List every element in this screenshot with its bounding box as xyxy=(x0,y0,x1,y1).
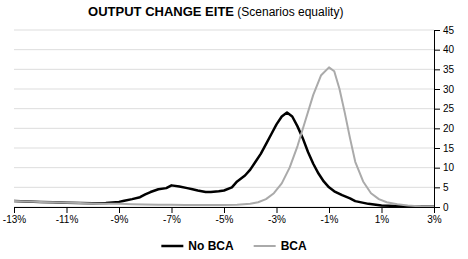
x-tick-mark xyxy=(172,207,173,213)
y-axis-line xyxy=(435,31,441,208)
y-tick-mark xyxy=(434,207,440,208)
x-tick-mark xyxy=(329,207,330,213)
y-tick: 5 xyxy=(434,182,449,193)
y-tick-mark xyxy=(434,89,440,90)
x-tick-mark xyxy=(14,207,15,213)
y-tick: 10 xyxy=(434,162,455,173)
x-tick-mark xyxy=(277,207,278,213)
y-tick-mark xyxy=(434,187,440,188)
x-tick-label: 1% xyxy=(375,214,390,225)
x-tick-label: -13% xyxy=(3,214,26,225)
y-tick-mark xyxy=(434,168,440,169)
subtitle: (Scenarios equality) xyxy=(234,5,343,19)
x-tick: -9% xyxy=(111,207,129,225)
legend-item: BCA xyxy=(254,239,307,253)
x-tick-label: -7% xyxy=(163,214,181,225)
grid-line xyxy=(14,167,434,168)
x-tick-label: 3% xyxy=(427,214,442,225)
y-tick: 25 xyxy=(434,103,455,114)
x-tick: -5% xyxy=(216,207,234,225)
y-tick-label: 30 xyxy=(443,84,455,95)
x-tick: -13% xyxy=(3,207,26,225)
y-tick-mark xyxy=(434,50,440,51)
legend: No BCA BCA xyxy=(161,239,307,253)
y-tick-label: 5 xyxy=(443,182,449,193)
x-tick-label: -5% xyxy=(216,214,234,225)
x-tick: 3% xyxy=(427,207,442,225)
y-tick-label: 45 xyxy=(443,25,455,36)
y-tick: 20 xyxy=(434,123,455,134)
x-tick: 1% xyxy=(375,207,390,225)
x-axis: -13% -11% -9% -7% -5% -3% -1% 1% 3% xyxy=(3,207,442,225)
grid-line xyxy=(14,69,434,70)
grid-line xyxy=(14,30,434,31)
y-tick-label: 0 xyxy=(443,202,449,213)
grid-line xyxy=(14,187,434,188)
x-tick-mark xyxy=(67,207,68,213)
y-tick: 30 xyxy=(434,84,455,95)
legend-swatch xyxy=(254,245,276,247)
y-tick-mark xyxy=(434,128,440,129)
y-tick: 40 xyxy=(434,44,455,55)
x-axis-line xyxy=(15,208,435,214)
y-tick: 0 xyxy=(434,202,449,213)
x-tick: -7% xyxy=(163,207,181,225)
x-tick: -3% xyxy=(268,207,286,225)
x-tick-label: -1% xyxy=(321,214,339,225)
grid-line xyxy=(14,89,434,90)
y-tick-label: 25 xyxy=(443,103,455,114)
x-tick: -11% xyxy=(56,207,79,225)
legend-label: No BCA xyxy=(188,239,234,253)
legend-label: BCA xyxy=(281,239,307,253)
grid-line xyxy=(14,108,434,109)
y-tick-mark xyxy=(434,69,440,70)
x-tick-mark xyxy=(382,207,383,213)
x-tick-label: -3% xyxy=(268,214,286,225)
y-tick-label: 15 xyxy=(443,143,455,154)
y-tick-label: 20 xyxy=(443,123,455,134)
chart: OUTPUT CHANGE EITE (Scenarios equality) -… xyxy=(0,0,468,259)
y-tick-label: 40 xyxy=(443,44,455,55)
y-tick: 45 xyxy=(434,25,455,36)
plot-area xyxy=(14,67,434,206)
y-tick-label: 35 xyxy=(443,64,455,75)
x-tick: -1% xyxy=(321,207,339,225)
y-tick-label: 10 xyxy=(443,162,455,173)
grid-line xyxy=(14,128,434,129)
y-tick: 35 xyxy=(434,64,455,75)
y-axis: 0 5 10 15 20 25 30 35 40 45 xyxy=(434,25,455,213)
y-tick: 15 xyxy=(434,143,455,154)
x-tick-mark xyxy=(119,207,120,213)
grid-line xyxy=(14,49,434,50)
x-tick-label: -9% xyxy=(111,214,129,225)
grid xyxy=(14,30,434,207)
y-tick-mark xyxy=(434,109,440,110)
series-line xyxy=(14,67,434,206)
x-tick-label: -11% xyxy=(56,214,79,225)
x-tick-mark xyxy=(224,207,225,213)
legend-swatch xyxy=(161,245,183,248)
title: OUTPUT CHANGE EITE xyxy=(88,4,234,19)
y-tick-mark xyxy=(434,148,440,149)
y-tick-mark xyxy=(434,30,440,31)
legend-item: No BCA xyxy=(161,239,234,253)
title-group: OUTPUT CHANGE EITE (Scenarios equality) xyxy=(88,4,343,19)
grid-line xyxy=(14,148,434,149)
